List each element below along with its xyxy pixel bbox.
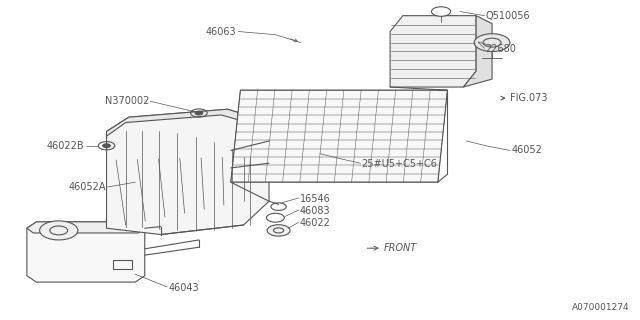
Text: A070001274: A070001274 <box>572 303 629 312</box>
Circle shape <box>267 225 290 236</box>
Text: 46043: 46043 <box>168 283 199 292</box>
Circle shape <box>102 144 110 148</box>
Polygon shape <box>27 222 145 233</box>
Circle shape <box>474 34 510 52</box>
Polygon shape <box>106 109 278 235</box>
Polygon shape <box>463 16 492 87</box>
Circle shape <box>40 221 78 240</box>
Text: 46063: 46063 <box>205 27 236 36</box>
Circle shape <box>195 111 203 115</box>
Text: FIG.073: FIG.073 <box>510 93 547 103</box>
Text: 22680: 22680 <box>486 44 516 54</box>
Polygon shape <box>390 16 476 87</box>
Text: 46052: 46052 <box>511 146 542 156</box>
Text: 46083: 46083 <box>300 206 330 216</box>
Text: FRONT: FRONT <box>384 243 417 253</box>
Polygon shape <box>231 90 447 182</box>
Polygon shape <box>27 222 145 282</box>
Text: 16546: 16546 <box>300 194 330 204</box>
Text: Q510056: Q510056 <box>486 11 531 21</box>
Text: 46052A: 46052A <box>69 182 106 192</box>
Text: 46022: 46022 <box>300 218 330 228</box>
Text: N370002: N370002 <box>105 96 149 106</box>
Circle shape <box>431 7 451 16</box>
Text: 46022B: 46022B <box>47 141 84 151</box>
Text: 25#U5+C5+C6: 25#U5+C5+C6 <box>362 159 437 169</box>
Polygon shape <box>106 109 269 136</box>
